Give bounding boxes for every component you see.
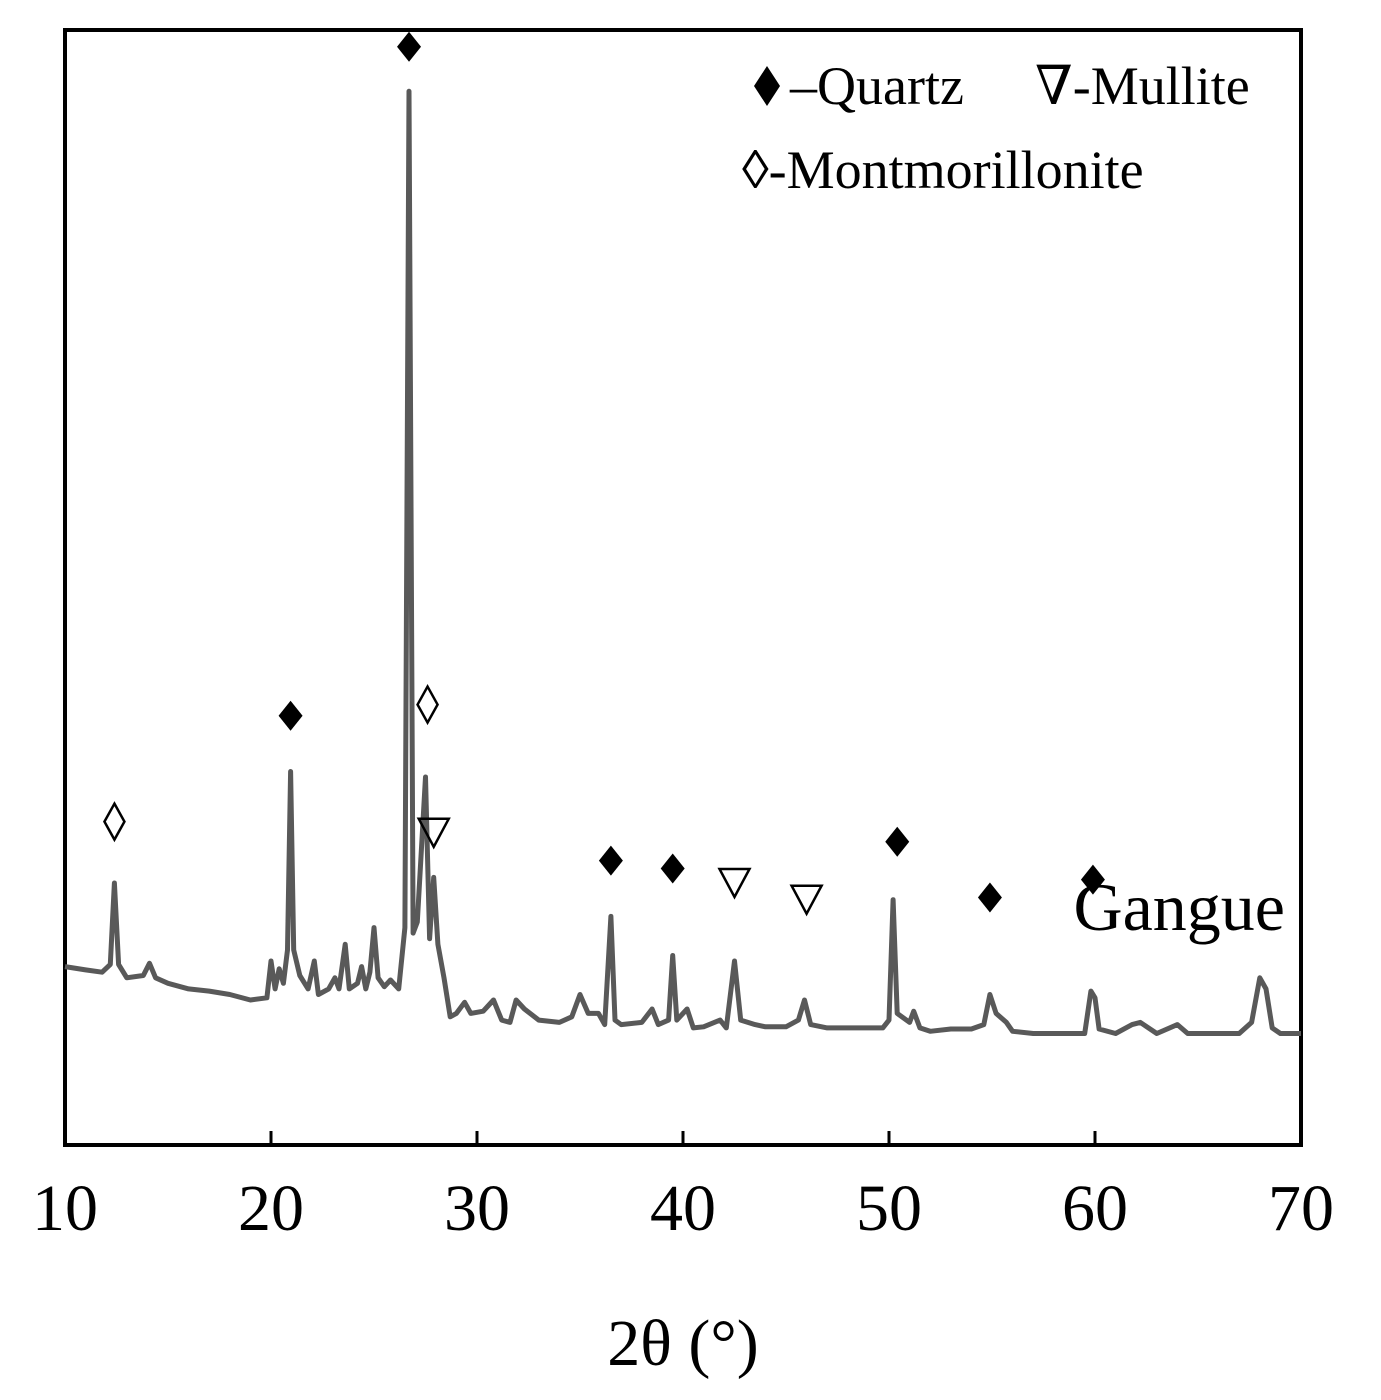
x-tick-label-30: 30 (444, 1172, 510, 1245)
x-axis-tick-labels: 10 20 30 40 50 60 70 (32, 1172, 1334, 1245)
x-tick-label-20: 20 (238, 1172, 304, 1245)
series-label-gangue: Gangue (1074, 869, 1285, 945)
filled-diamond-marker-1 (278, 700, 303, 731)
series-line-gangue (64, 88, 1301, 1036)
filled-diamond-marker-11 (1080, 864, 1105, 895)
x-tick-label-40: 40 (650, 1172, 716, 1245)
x-tick-label-60: 60 (1062, 1172, 1128, 1245)
phase-markers (103, 31, 1105, 917)
legend: –Quartz ∇-Mullite ◊-Montmorillonite (742, 56, 1250, 200)
x-tick-label-50: 50 (856, 1172, 922, 1245)
x-axis-title: 2θ (°) (607, 1307, 758, 1380)
filled-diamond-marker-10 (977, 882, 1002, 913)
filled-diamond-marker-9 (885, 826, 910, 857)
open-triangle-down-marker-4 (416, 817, 451, 850)
legend-montmorillonite-label: ◊-Montmorillonite (742, 140, 1144, 200)
legend-mullite-label: ∇-Mullite (1035, 56, 1250, 116)
legend-quartz-label: –Quartz (789, 56, 964, 116)
open-diamond-marker-3 (416, 684, 439, 726)
filled-diamond-marker-5 (598, 845, 623, 876)
open-diamond-marker-0 (103, 801, 126, 843)
x-axis-ticks (63, 1131, 1303, 1145)
open-triangle-down-marker-7 (717, 867, 752, 900)
legend-quartz-marker (754, 66, 780, 106)
filled-diamond-marker-2 (397, 31, 422, 62)
filled-diamond-marker-6 (660, 853, 685, 884)
x-tick-label-70: 70 (1268, 1172, 1334, 1245)
open-triangle-down-marker-8 (789, 884, 824, 917)
x-tick-label-10: 10 (32, 1172, 98, 1245)
